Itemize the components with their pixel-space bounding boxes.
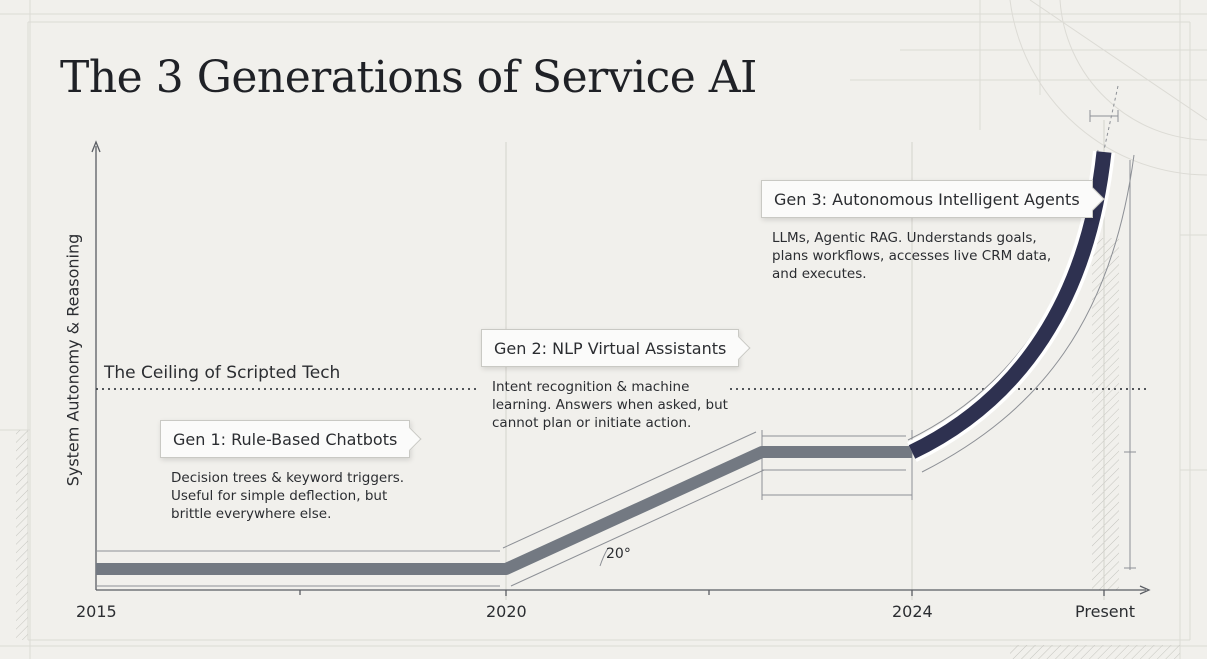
gen3-desc-line: plans workflows, accesses live CRM data, [772,248,1052,264]
x-tick-2020: 2020 [486,602,527,621]
gen3-desc-line: LLMs, Agentic RAG. Understands goals, [772,230,1037,246]
hatched-wall-left [16,430,28,640]
gen2-desc-line: learning. Answers when asked, but [492,397,728,413]
gen1-description: Decision trees & keyword triggers. Usefu… [171,469,404,523]
y-axis-label: System Autonomy & Reasoning [63,233,83,487]
x-tick-2015: 2015 [76,602,117,621]
diagram-title: The 3 Generations of Service AI [60,52,757,103]
gen2-description: Intent recognition & machine learning. A… [492,378,728,432]
ceiling-label: The Ceiling of Scripted Tech [104,363,341,383]
gen2-desc-line: Intent recognition & machine [492,379,690,395]
x-axis-arrow [1139,585,1151,595]
gen2-title-card: Gen 2: NLP Virtual Assistants [481,329,740,367]
gen1-desc-line: Decision trees & keyword triggers. [171,470,405,486]
gen1-gen2-path [96,446,912,575]
gen1-desc-line: Useful for simple deflection, but [171,488,388,504]
gen1-title-card: Gen 1: Rule-Based Chatbots [160,420,411,458]
gen3-desc-line: and executes. [772,266,867,282]
gen1-desc-line: brittle everywhere else. [171,506,332,522]
y-axis-arrow [91,140,101,153]
angle-label: 20° [606,546,631,562]
dimension-lines [96,85,1136,587]
gen2-desc-line: cannot plan or initiate action. [492,415,692,431]
x-tick-2024: 2024 [892,602,933,621]
gen3-title-card: Gen 3: Autonomous Intelligent Agents [761,180,1093,218]
x-tick-present: Present [1075,602,1136,621]
hatched-ground [1010,645,1180,659]
axes [91,140,1151,596]
hatched-wall-right [1092,238,1119,590]
gen3-description: LLMs, Agentic RAG. Understands goals, pl… [772,229,1051,283]
